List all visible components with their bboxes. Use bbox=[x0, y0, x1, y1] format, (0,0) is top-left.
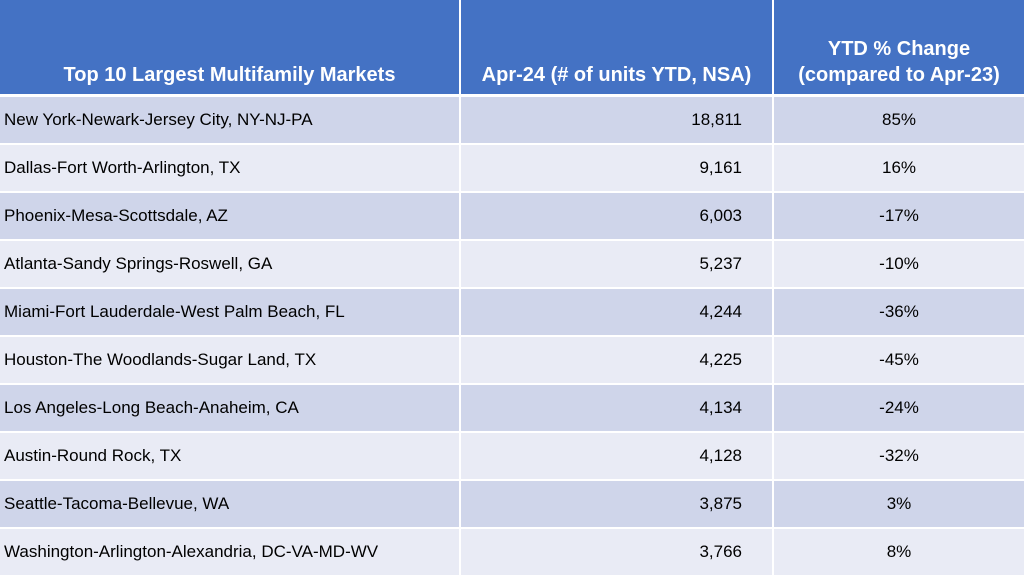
table-row: Dallas-Fort Worth-Arlington, TX 9,161 16… bbox=[0, 144, 1024, 193]
market-name: Washington-Arlington-Alexandria, DC-VA-M… bbox=[0, 528, 461, 576]
change-value: 16% bbox=[773, 144, 1024, 193]
change-value: -10% bbox=[773, 240, 1024, 289]
market-name: Los Angeles-Long Beach-Anaheim, CA bbox=[0, 384, 461, 433]
header-change: YTD % Change (compared to Apr-23) bbox=[773, 0, 1024, 97]
units-value: 4,134 bbox=[460, 384, 774, 433]
market-name: Houston-The Woodlands-Sugar Land, TX bbox=[0, 336, 461, 385]
change-value: -36% bbox=[773, 288, 1024, 337]
units-value: 5,237 bbox=[460, 240, 774, 289]
table-row: Houston-The Woodlands-Sugar Land, TX 4,2… bbox=[0, 336, 1024, 385]
table-row: New York-Newark-Jersey City, NY-NJ-PA 18… bbox=[0, 95, 1024, 145]
market-name: Austin-Round Rock, TX bbox=[0, 432, 461, 481]
market-name: New York-Newark-Jersey City, NY-NJ-PA bbox=[0, 95, 461, 145]
units-value: 9,161 bbox=[460, 144, 774, 193]
change-value: 85% bbox=[773, 95, 1024, 145]
units-value: 18,811 bbox=[460, 95, 774, 145]
change-value: 3% bbox=[773, 480, 1024, 529]
change-value: -24% bbox=[773, 384, 1024, 433]
units-value: 6,003 bbox=[460, 192, 774, 241]
table-row: Washington-Arlington-Alexandria, DC-VA-M… bbox=[0, 528, 1024, 576]
change-value: 8% bbox=[773, 528, 1024, 576]
change-value: -45% bbox=[773, 336, 1024, 385]
change-value: -17% bbox=[773, 192, 1024, 241]
header-change-line1: YTD % Change bbox=[827, 38, 971, 60]
table-row: Los Angeles-Long Beach-Anaheim, CA 4,134… bbox=[0, 384, 1024, 433]
units-value: 3,766 bbox=[460, 528, 774, 576]
market-name: Miami-Fort Lauderdale-West Palm Beach, F… bbox=[0, 288, 461, 337]
market-name: Seattle-Tacoma-Bellevue, WA bbox=[0, 480, 461, 529]
header-units: Apr-24 (# of units YTD, NSA) bbox=[460, 0, 774, 97]
header-change-line2: (compared to Apr-23) bbox=[798, 64, 1000, 86]
units-value: 4,225 bbox=[460, 336, 774, 385]
header-market: Top 10 Largest Multifamily Markets bbox=[0, 0, 461, 97]
change-value: -32% bbox=[773, 432, 1024, 481]
market-name: Dallas-Fort Worth-Arlington, TX bbox=[0, 144, 461, 193]
units-value: 3,875 bbox=[460, 480, 774, 529]
table-row: Austin-Round Rock, TX 4,128 -32% bbox=[0, 432, 1024, 481]
market-name: Phoenix-Mesa-Scottsdale, AZ bbox=[0, 192, 461, 241]
units-value: 4,128 bbox=[460, 432, 774, 481]
table-header-row: Top 10 Largest Multifamily Markets Apr-2… bbox=[0, 0, 1024, 97]
table-row: Miami-Fort Lauderdale-West Palm Beach, F… bbox=[0, 288, 1024, 337]
table-row: Seattle-Tacoma-Bellevue, WA 3,875 3% bbox=[0, 480, 1024, 529]
market-name: Atlanta-Sandy Springs-Roswell, GA bbox=[0, 240, 461, 289]
table-row: Atlanta-Sandy Springs-Roswell, GA 5,237 … bbox=[0, 240, 1024, 289]
units-value: 4,244 bbox=[460, 288, 774, 337]
table-row: Phoenix-Mesa-Scottsdale, AZ 6,003 -17% bbox=[0, 192, 1024, 241]
